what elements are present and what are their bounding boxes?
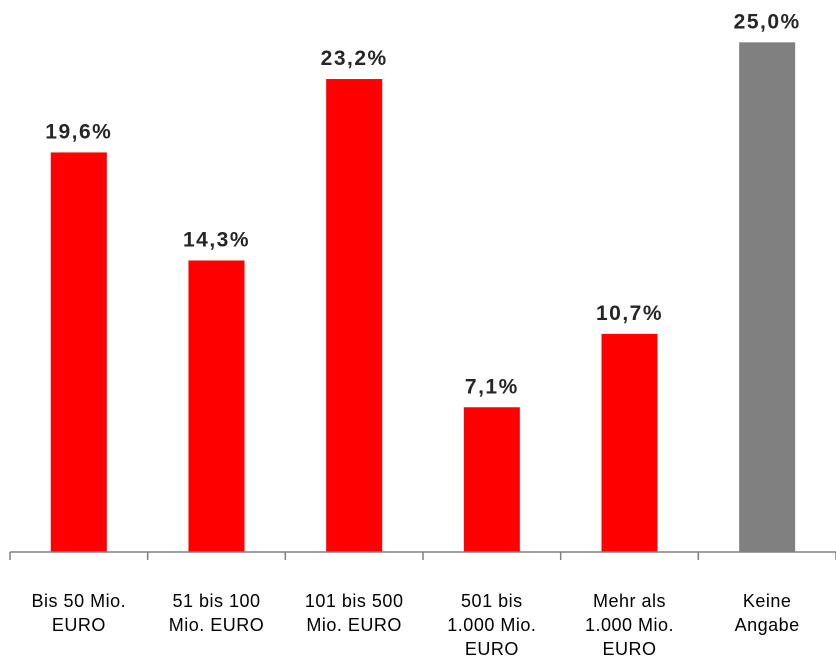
x-tick-label: 501 bis 1.000 Mio. EURO [447, 591, 536, 659]
bar-value-label: 14,3% [183, 228, 250, 251]
x-tick-label-line: Bis 50 Mio. [32, 591, 127, 611]
x-tick-label-line: Mio. EURO [169, 615, 265, 635]
x-tick-label-line: 101 bis 500 [305, 591, 404, 611]
bar [50, 152, 107, 552]
value-labels-group: 19,6% 14,3% 23,2% 7,1% 10,7% 25,0% [45, 10, 801, 398]
x-tick-label-line: EURO [465, 639, 519, 659]
bar [601, 333, 658, 552]
bar [188, 260, 245, 552]
bar [326, 79, 383, 552]
x-tick-label-line: 51 bis 100 [172, 591, 260, 611]
x-tick-label: Mehr als 1.000 Mio. EURO [585, 591, 674, 659]
bar-value-label: 10,7% [596, 302, 663, 325]
x-tick-label-line: Mio. EURO [306, 615, 402, 635]
x-tick-label: 51 bis 100 Mio. EURO [169, 591, 265, 635]
bar [463, 407, 520, 552]
x-tick-label: Keine Angabe [735, 591, 800, 635]
bar [739, 42, 796, 553]
x-tick-label-line: Keine [743, 591, 792, 611]
x-tick-label-line: 501 bis [461, 591, 523, 611]
x-tick-label-line: 1.000 Mio. [585, 615, 674, 635]
x-axis-ticks [9, 552, 836, 560]
bar-value-label: 7,1% [465, 375, 519, 398]
bar-value-label: 19,6% [45, 120, 112, 143]
x-tick-label-line: Angabe [735, 615, 800, 635]
x-tick-label-line: Mehr als [593, 591, 666, 611]
x-tick-label-line: EURO [602, 639, 656, 659]
bar-value-label: 25,0% [734, 10, 801, 33]
x-tick-label: Bis 50 Mio. EURO [32, 591, 127, 635]
x-tick-label: 101 bis 500 Mio. EURO [305, 591, 404, 635]
bars-group [50, 42, 796, 553]
x-tick-label-line: EURO [52, 615, 106, 635]
x-tick-label-line: 1.000 Mio. [447, 615, 536, 635]
bar-value-label: 23,2% [321, 47, 388, 70]
